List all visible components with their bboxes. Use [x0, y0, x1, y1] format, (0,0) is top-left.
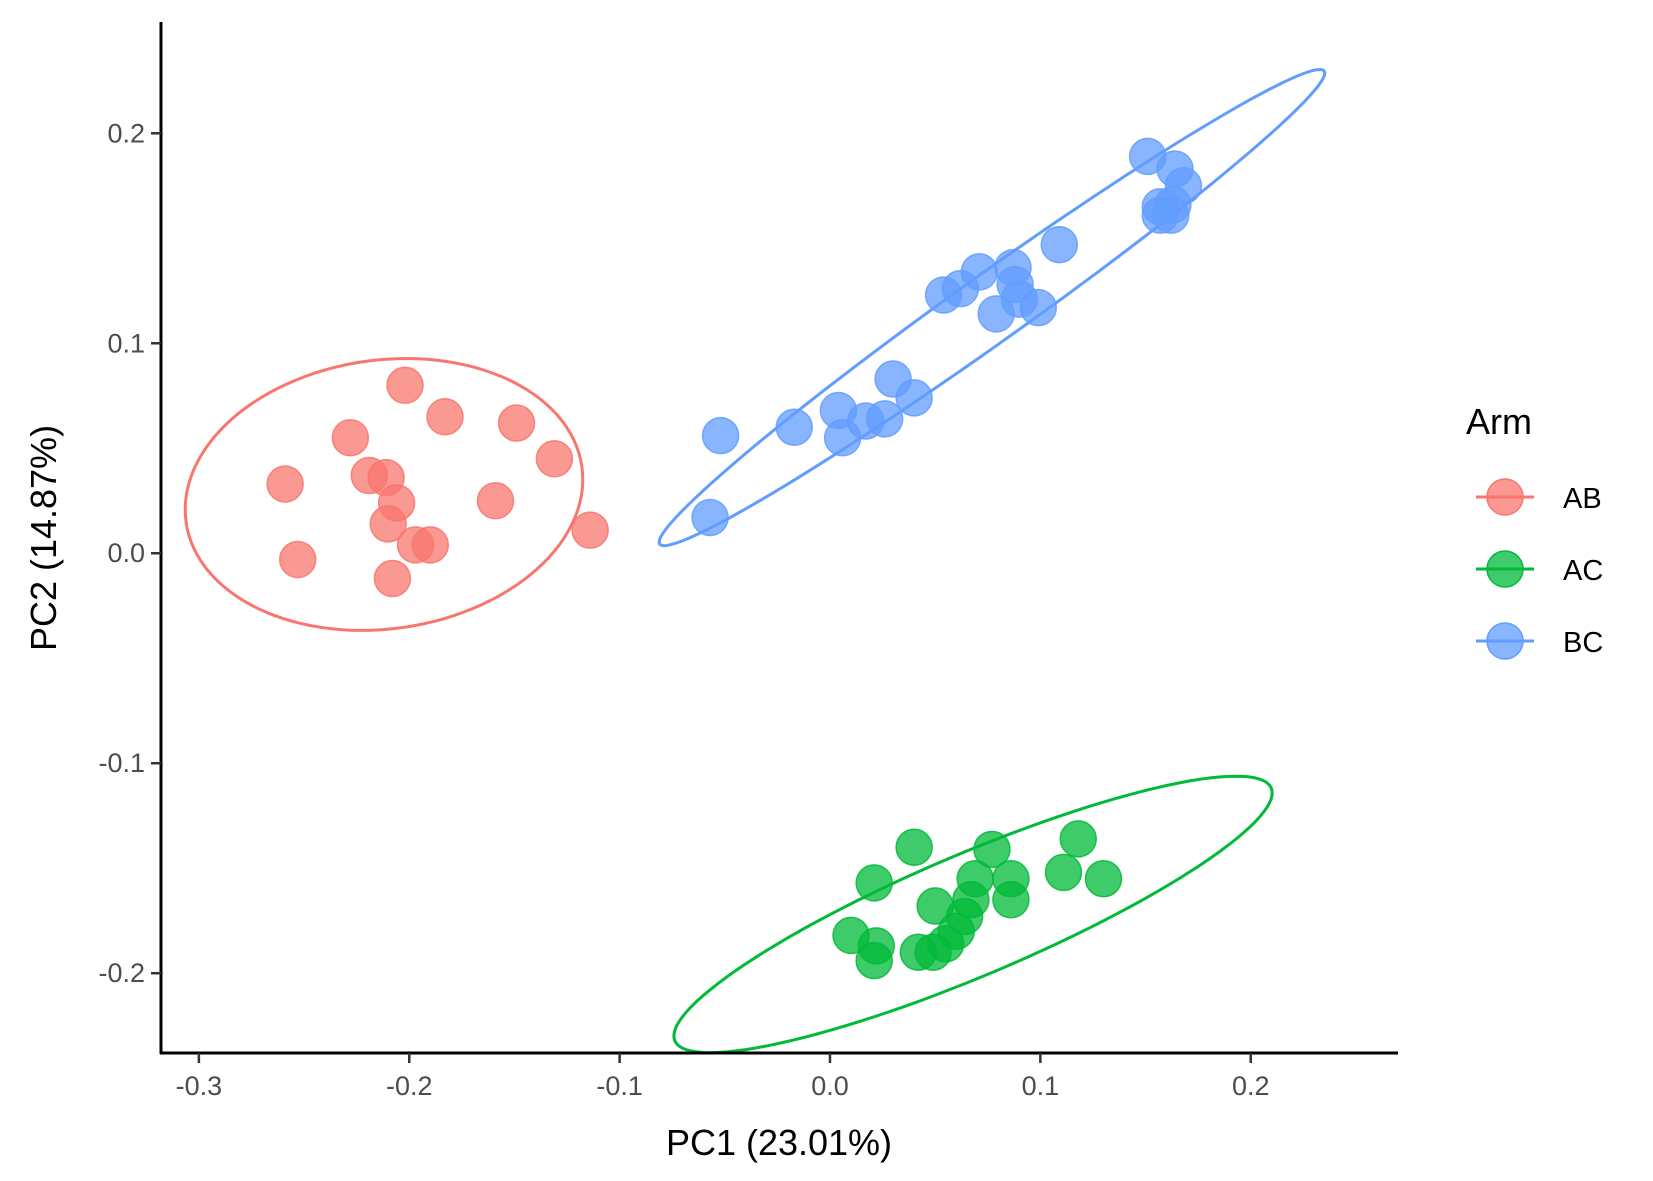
point-ab [497, 404, 536, 442]
point-ab [535, 440, 574, 478]
x-axis-title: PC1 (23.01%) [666, 1122, 892, 1163]
point-ac [1044, 853, 1083, 892]
legend-items: AB AC BC [1476, 478, 1603, 660]
x-tick-label: -0.3 [176, 1071, 223, 1101]
point-ac [973, 830, 1011, 869]
point-ac [899, 933, 938, 971]
point-ac [1084, 859, 1123, 898]
y-tick-label: 0.1 [107, 328, 145, 358]
point-ab [411, 526, 450, 564]
point-ab [571, 511, 609, 549]
axis-ticks: -0.3 -0.2 -0.1 0.0 0.1 0.2 -0.2 -0.1 0.0 0.1 0.2 [98, 118, 1269, 1101]
point-ab [373, 559, 412, 598]
y-tick-label: 0.2 [107, 118, 145, 148]
point-ac [992, 880, 1030, 919]
legend-label-ac: AC [1563, 555, 1603, 587]
x-tick-label: 0.2 [1232, 1071, 1270, 1101]
point-ab [386, 366, 424, 405]
legend-key-marker-bc [1486, 622, 1524, 660]
point-ac [895, 828, 933, 866]
point-ab [476, 482, 515, 520]
legend-key-marker-ab [1486, 478, 1524, 516]
legend-key-marker-ac [1486, 550, 1524, 588]
y-axis-title: PC2 (14.87%) [23, 425, 64, 651]
point-ab [331, 419, 370, 457]
point-bc [895, 379, 933, 417]
point-ac [855, 941, 893, 980]
legend: Arm AB AC BC [1466, 401, 1603, 660]
ellipse-ab [183, 356, 585, 632]
point-bc [691, 498, 729, 537]
point-ac [1059, 820, 1097, 858]
ellipse-ac [672, 774, 1274, 1055]
y-tick-label: 0.0 [107, 538, 145, 568]
x-tick-label: -0.2 [386, 1071, 433, 1101]
x-tick-label: 0.0 [811, 1071, 849, 1101]
legend-label-ab: AB [1563, 483, 1602, 515]
legend-title: Arm [1466, 401, 1532, 442]
legend-label-bc: BC [1563, 627, 1603, 659]
point-bc [775, 408, 813, 447]
point-bc [1040, 225, 1079, 264]
point-ab [369, 505, 407, 543]
y-tick-label: -0.2 [98, 958, 145, 988]
x-tick-label: 0.1 [1022, 1071, 1060, 1101]
point-bc [865, 400, 904, 438]
data-points [266, 137, 1203, 980]
point-ac [855, 864, 893, 902]
point-bc [701, 416, 740, 455]
point-ab [266, 465, 304, 503]
point-bc [1019, 288, 1058, 327]
y-tick-label: -0.1 [98, 748, 145, 778]
point-bc [1152, 196, 1190, 234]
point-ab [278, 540, 317, 579]
x-tick-label: -0.1 [596, 1071, 643, 1101]
point-ab [426, 398, 464, 436]
point-bc [960, 253, 999, 291]
